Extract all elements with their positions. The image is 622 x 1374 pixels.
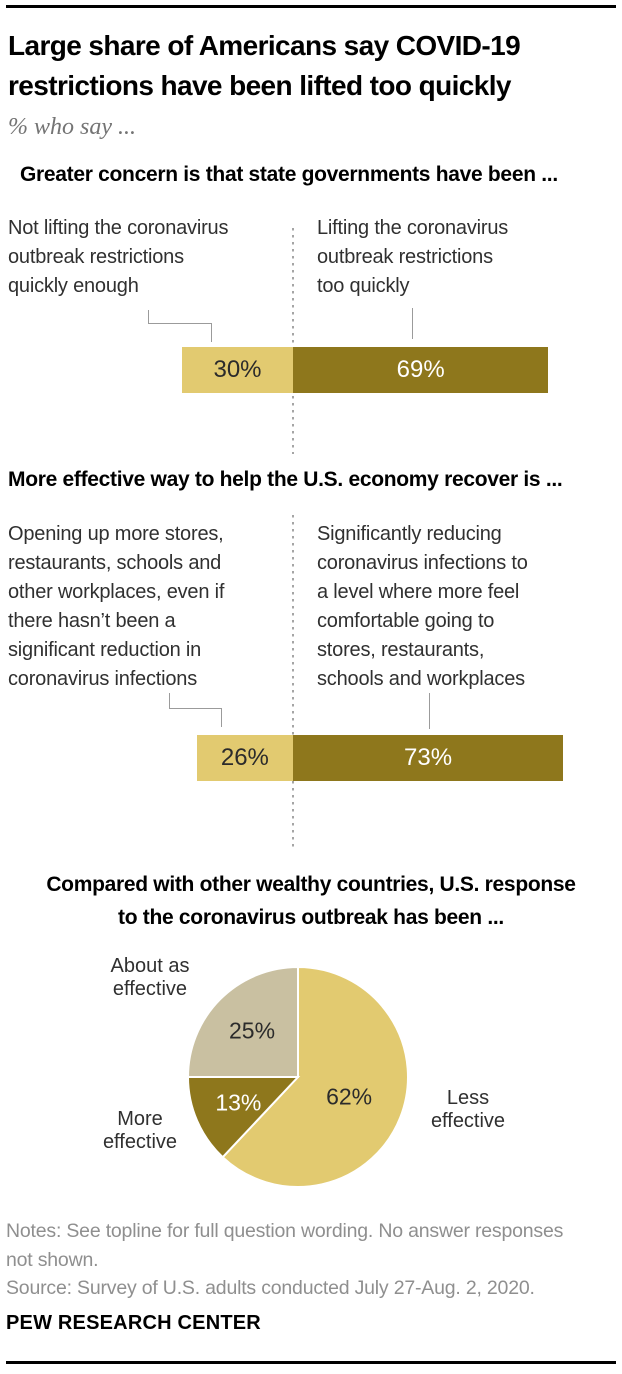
pie-slice-less-effective [221, 965, 409, 1188]
pie-slice-about-as-effective [186, 965, 299, 1078]
pew-research-center-wordmark: PEW RESEARCH CENTER [6, 1312, 261, 1334]
pie-callout-more-effective: More effective [102, 1108, 178, 1153]
pie-callout-less-effective: Less effective [430, 1087, 506, 1132]
section-header-us-response: Compared with other wealthy countries, U… [46, 873, 576, 929]
connector-elbow-line [169, 693, 222, 709]
pie-slice-more-effective [186, 1076, 301, 1159]
pie-callout-about-as-effective: About as effective [110, 955, 190, 1000]
bar-segment-not-lifting: 30% [182, 347, 293, 393]
pie-value-label-about-as-effective: 25% [229, 1017, 276, 1044]
category-label-lifting-too-quickly: Lifting the coronavirus outbreak restric… [317, 217, 509, 297]
section-header-economy-recover: More effective way to help the U.S. econ… [8, 468, 563, 491]
divider-dotted-line [292, 228, 294, 454]
bar-chart-state-governments: 30% 69% [0, 347, 622, 393]
bar-chart-economy-recover: 26% 73% [0, 735, 622, 781]
connector-line [221, 708, 222, 727]
page-subtitle: % who say ... [8, 114, 136, 140]
bar-segment-opening-up: 26% [196, 735, 293, 781]
connector-line [429, 693, 430, 729]
pie-value-label-more-effective: 13% [215, 1089, 262, 1116]
bar-segment-reducing-infections: 73% [293, 735, 564, 781]
category-label-not-lifting: Not lifting the coronavirus outbreak res… [8, 217, 229, 297]
divider-dotted-line [292, 515, 294, 849]
footer-notes-block: Notes: See topline for full question wor… [6, 1217, 563, 1303]
top-rule [6, 5, 616, 8]
section-header-state-governments: Greater concern is that state government… [20, 163, 558, 186]
category-label-reducing-infections: Significantly reducing coronavirus infec… [317, 523, 528, 690]
page-title: Large share of Americans say COVID-19 re… [8, 30, 521, 101]
connector-elbow-line [148, 310, 212, 324]
bottom-rule [6, 1361, 616, 1364]
bar-segment-lifting-too-quickly: 69% [293, 347, 549, 393]
connector-line [211, 323, 212, 342]
source-text: Source: Survey of U.S. adults conducted … [6, 1277, 535, 1299]
notes-text: Notes: See topline for full question wor… [6, 1220, 564, 1271]
connector-line [412, 308, 413, 339]
category-label-opening-up: Opening up more stores, restaurants, sch… [8, 523, 225, 690]
pie-value-label-less-effective: 62% [326, 1083, 373, 1110]
